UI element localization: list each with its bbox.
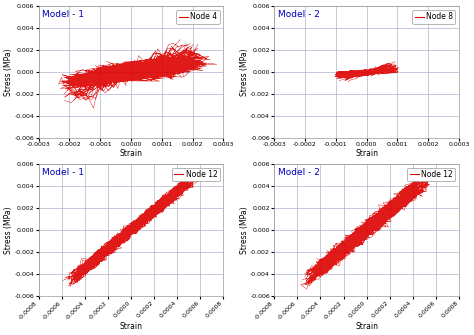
Y-axis label: Stress (MPa): Stress (MPa) bbox=[4, 206, 13, 254]
Legend: Node 8: Node 8 bbox=[412, 10, 455, 23]
X-axis label: Strain: Strain bbox=[355, 149, 378, 158]
Y-axis label: Stress (MPa): Stress (MPa) bbox=[240, 48, 249, 96]
Text: Model - 1: Model - 1 bbox=[42, 10, 84, 19]
Legend: Node 12: Node 12 bbox=[172, 168, 219, 181]
X-axis label: Strain: Strain bbox=[355, 322, 378, 331]
Text: Model - 1: Model - 1 bbox=[42, 168, 84, 177]
Legend: Node 4: Node 4 bbox=[176, 10, 219, 23]
Legend: Node 12: Node 12 bbox=[408, 168, 455, 181]
X-axis label: Strain: Strain bbox=[119, 149, 143, 158]
Text: Model - 2: Model - 2 bbox=[278, 10, 320, 19]
X-axis label: Strain: Strain bbox=[119, 322, 143, 331]
Y-axis label: Stress (MPa): Stress (MPa) bbox=[240, 206, 249, 254]
Text: Model - 2: Model - 2 bbox=[278, 168, 320, 177]
Y-axis label: Stress (MPa): Stress (MPa) bbox=[4, 48, 13, 96]
